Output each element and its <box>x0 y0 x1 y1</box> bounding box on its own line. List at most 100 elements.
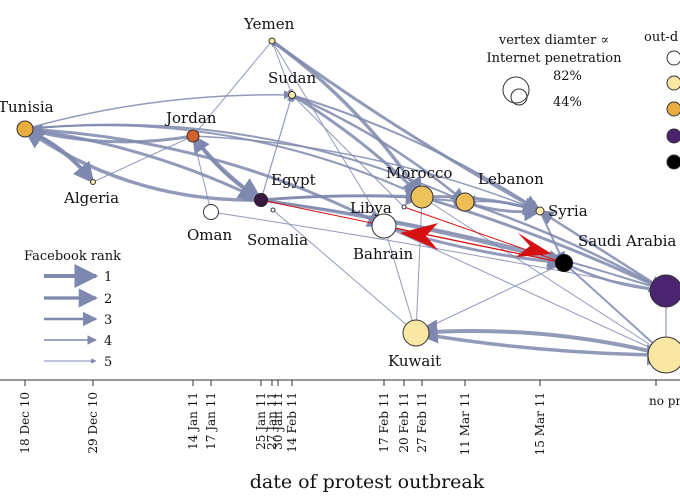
node-sudan <box>288 91 296 99</box>
label-syria: Syria <box>548 202 588 220</box>
node-lebanon <box>455 192 475 212</box>
size-legend-value-44: 44% <box>553 95 582 110</box>
node-tunisia <box>16 120 34 138</box>
color-legend-swatch-light-yellow <box>666 75 680 91</box>
x-axis-title: date of protest outbreak <box>250 471 485 493</box>
x-tick-label: 14 Feb 11 <box>285 392 299 453</box>
size-legend-circle-large <box>502 76 530 104</box>
label-morocco: Morocco <box>386 164 452 182</box>
label-yemen: Yemen <box>243 15 295 33</box>
x-tick-label: 18 Dec 10 <box>18 392 32 454</box>
edge-arrow <box>464 200 668 293</box>
node-no-protest-purple <box>649 274 680 308</box>
legend-rank-1-label: 1 <box>104 270 112 285</box>
label-jordan: Jordan <box>164 109 217 127</box>
size-legend-title-line1: vertex diamter ∝ <box>498 33 609 48</box>
legend-rank-5-label: 5 <box>104 355 112 370</box>
x-tick-label: 15 Mar 11 <box>533 392 547 455</box>
color-legend-swatch-orange <box>666 101 680 117</box>
x-tick-label: 17 Jan 11 <box>204 392 218 450</box>
legend-rank-3-label: 3 <box>104 313 112 328</box>
label-algeria: Algeria <box>63 189 119 207</box>
vertex-size-legend: vertex diamter ∝ Internet penetration 82… <box>487 33 623 110</box>
color-legend-swatch-purple <box>666 128 680 144</box>
label-somalia: Somalia <box>247 231 308 249</box>
country-labels: Tunisia Algeria Jordan Oman Yemen Sudan … <box>0 15 676 370</box>
node-libya <box>401 204 407 210</box>
node-syria <box>535 206 545 216</box>
x-tick-label: 27 Feb 11 <box>415 392 429 453</box>
label-lebanon: Lebanon <box>478 170 544 188</box>
x-tick-label: 11 Mar 11 <box>458 392 472 455</box>
edge-arrow <box>92 135 194 183</box>
edge-arrow <box>210 211 667 293</box>
color-legend-swatch-white <box>666 50 680 66</box>
x-tick-label: 17 Feb 11 <box>377 392 391 453</box>
color-legend-title: out-d <box>644 30 678 45</box>
edge-arrow <box>563 262 667 356</box>
size-legend-value-82: 82% <box>553 69 582 84</box>
edge-arrow <box>291 93 467 203</box>
edge-arrow <box>415 262 565 334</box>
label-sudan: Sudan <box>268 69 316 87</box>
label-libya: Libya <box>350 199 392 217</box>
node-bahrain <box>371 213 397 239</box>
edge-arrow <box>260 94 294 201</box>
edge-arrow <box>413 319 667 357</box>
facebook-rank-legend: Facebook rank 1 2 3 4 5 <box>24 249 121 370</box>
edge-arrow <box>291 93 424 199</box>
label-egypt: Egypt <box>271 171 316 189</box>
label-tunisia: Tunisia <box>0 98 54 116</box>
facebook-legend-title: Facebook rank <box>24 249 121 264</box>
edge-arrow <box>24 127 263 202</box>
edge-arrow <box>291 94 542 212</box>
label-kuwait: Kuwait <box>388 352 441 370</box>
node-algeria <box>90 179 96 185</box>
legend-rank-2-label: 2 <box>104 292 112 307</box>
node-jordan <box>186 129 200 143</box>
edge-arrow <box>24 90 293 130</box>
out-degree-color-legend: out-d <box>644 30 680 170</box>
highlight-arrows <box>400 223 552 257</box>
x-tick-label: no protest <box>649 394 680 408</box>
edge-arrow <box>271 40 385 227</box>
edge-arrow <box>421 195 668 293</box>
color-legend-swatch-black <box>666 154 680 170</box>
edge-arrow <box>383 225 667 356</box>
edge-arrow <box>192 135 541 213</box>
size-legend-title-line2: Internet penetration <box>487 51 623 66</box>
node-egypt <box>254 193 268 207</box>
node-kuwait <box>402 319 430 347</box>
edge-arrow <box>23 127 262 202</box>
edge-arrow <box>291 94 405 208</box>
edge-arrow <box>260 199 668 294</box>
size-legend-circle-small <box>510 88 528 106</box>
edge-arrow <box>271 39 542 213</box>
label-oman: Oman <box>187 226 232 244</box>
x-tick-label: 20 Feb 11 <box>397 392 411 453</box>
x-tick-label: 14 Jan 11 <box>186 392 200 450</box>
edge-arrow <box>191 134 264 202</box>
edge-arrow <box>23 124 194 144</box>
label-bahrain: Bahrain <box>353 245 414 263</box>
x-tick-label: 25 Jan 11 <box>254 392 268 450</box>
node-saudi-arabia <box>555 254 573 272</box>
node-no-protest-yellow <box>647 336 680 374</box>
node-oman <box>203 204 219 220</box>
x-axis: 18 Dec 10 29 Dec 10 14 Jan 11 17 Jan 11 25 J… <box>0 379 680 493</box>
red-arrow-right <box>516 233 552 257</box>
edge-arrow <box>260 194 467 207</box>
red-arrow-left <box>400 223 438 250</box>
edge-arrow <box>192 40 273 137</box>
edge-arrow <box>415 196 425 334</box>
x-tick-label: 30 Jan 11 <box>271 392 285 450</box>
x-tick-label: 27 Jan 11 <box>265 392 279 450</box>
edge-arrow <box>538 209 667 293</box>
edge-arrow <box>421 196 667 356</box>
edge-arrow <box>191 134 262 202</box>
x-axis-ticks: 18 Dec 10 29 Dec 10 14 Jan 11 17 Jan 11 25 J… <box>18 380 680 455</box>
edges-layer <box>23 39 670 366</box>
label-saudi-arabia: Saudi Arabia <box>578 232 676 250</box>
x-tick-label: 29 Dec 10 <box>86 392 100 454</box>
